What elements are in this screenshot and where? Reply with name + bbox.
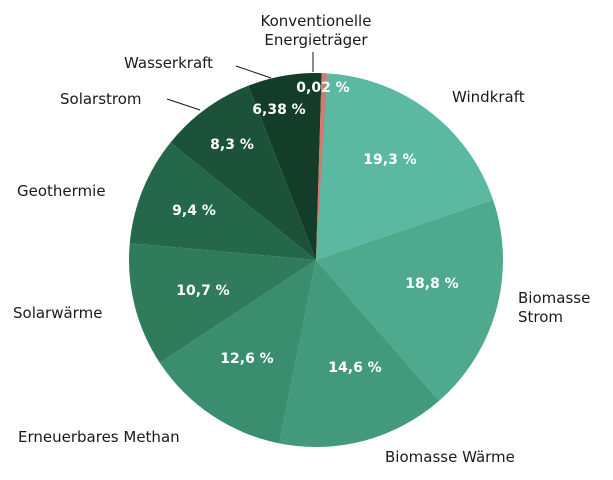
slice-wasserkraft (248, 73, 322, 260)
value-label-wasserkraft: 6,38 % (252, 102, 305, 118)
slice-solarstrom (170, 85, 316, 260)
slice-konventionelle-energieträger (316, 73, 327, 260)
category-label-solarwärme: Solarwärme (13, 304, 102, 322)
slice-biomasse-strom (316, 199, 503, 401)
category-label-geothermie: Geothermie (17, 182, 106, 200)
value-label-konventionelle-energieträger: 0,02 % (296, 80, 349, 96)
slice-erneuerbares-methan (159, 260, 316, 444)
pie-slices (129, 73, 503, 447)
category-labels: Windkraft Biomasse Strom Biomasse Wärme Erne… (13, 12, 590, 466)
value-label-solarstrom: 8,3 % (210, 137, 254, 153)
slice-solarwärme (129, 243, 316, 363)
category-label-biomasse-wärme: Biomasse Wärme (385, 448, 515, 466)
value-label-biomasse-wärme: 14,6 % (328, 360, 381, 376)
value-label-windkraft: 19,3 % (363, 152, 416, 168)
category-label-biomasse-strom: Biomasse Strom (518, 289, 590, 326)
category-label-wasserkraft: Wasserkraft (124, 54, 213, 72)
category-label-konventionelle-energieträger: Konventionelle Energieträger (261, 12, 372, 49)
value-label-solarwärme: 10,7 % (176, 283, 229, 299)
slice-geothermie (129, 142, 316, 260)
value-label-erneuerbares-methan: 12,6 % (220, 351, 273, 367)
leader-line-wasserkraft (235, 65, 272, 79)
category-label-windkraft: Windkraft (452, 88, 525, 106)
leader-line-solarstrom (166, 98, 201, 111)
slice-windkraft (316, 73, 494, 260)
value-label-geothermie: 9,4 % (172, 203, 216, 219)
leader-lines (166, 52, 314, 111)
slice-biomasse-wärme (279, 260, 440, 447)
value-labels: 19,3 % 18,8 % 14,6 % 12,6 % 10,7 % 9,4 % 8,3 %… (172, 80, 459, 376)
category-label-solarstrom: Solarstrom (60, 90, 142, 108)
category-label-erneuerbares-methan: Erneuerbares Methan (18, 428, 180, 446)
value-label-biomasse-strom: 18,8 % (405, 276, 458, 292)
